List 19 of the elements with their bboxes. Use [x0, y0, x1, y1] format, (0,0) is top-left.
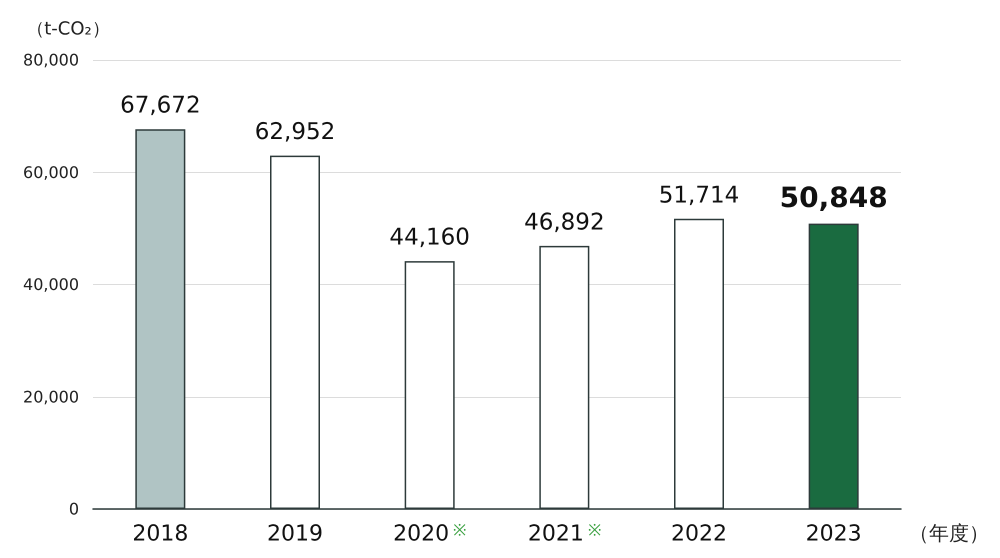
- data-label: 46,892: [524, 209, 605, 236]
- data-label: 50,848: [780, 181, 888, 214]
- x-tick-label: 2018: [132, 522, 188, 546]
- x-axis-title: （年度）: [909, 521, 989, 545]
- x-tick-label: 2020※: [393, 522, 466, 546]
- data-label: 62,952: [254, 119, 336, 146]
- y-tick-label: 60,000: [23, 162, 79, 182]
- x-tick-label: 2023: [806, 522, 862, 546]
- x-tick-label: 2019: [267, 522, 323, 546]
- y-tick-label: 80,000: [23, 50, 79, 70]
- y-tick-label: 40,000: [23, 275, 79, 294]
- x-tick-label: 2021※: [528, 522, 601, 546]
- data-label: 44,160: [389, 224, 470, 251]
- y-tick-label: 20,000: [23, 387, 79, 406]
- data-label: 51,714: [658, 182, 740, 208]
- data-label: 67,672: [120, 92, 201, 119]
- x-tick-label: 2022: [671, 522, 727, 546]
- y-axis-title: （t-CO₂）: [26, 18, 110, 40]
- y-tick-label: 0: [68, 500, 79, 518]
